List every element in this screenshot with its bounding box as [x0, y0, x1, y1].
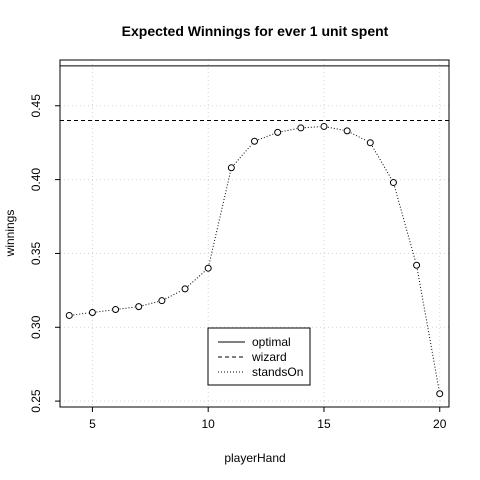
standsOn-segment	[281, 128, 297, 133]
y-tick-label: 0.45	[29, 94, 43, 118]
chart-title: Expected Winnings for ever 1 unit spent	[122, 23, 389, 39]
x-tick-label: 5	[89, 417, 96, 431]
standsOn-point	[112, 306, 120, 314]
y-tick-label: 0.40	[29, 168, 43, 192]
y-tick-label: 0.35	[29, 241, 43, 265]
y-tick-label: 0.30	[29, 315, 43, 339]
plot-frame	[59, 59, 450, 408]
legend-label-wizard: wizard	[251, 350, 287, 364]
standsOn-point	[320, 122, 328, 130]
standsOn-point	[88, 308, 96, 316]
x-tick-label: 15	[317, 417, 331, 431]
y-tick-label: 0.25	[29, 389, 43, 413]
standsOn-segment	[73, 312, 89, 316]
standsOn-segment	[142, 301, 159, 307]
standsOn-point	[389, 179, 397, 187]
standsOn-point	[227, 164, 235, 172]
legend-label-standsOn: standsOn	[252, 365, 303, 379]
legend-label-optimal: optimal	[252, 335, 291, 349]
x-tick-label: 20	[433, 417, 447, 431]
standsOn-segment	[371, 145, 392, 180]
standsOn-segment	[187, 270, 206, 287]
standsOn-point	[297, 124, 305, 132]
standsOn-segment	[350, 132, 367, 142]
standsOn-point	[274, 128, 282, 136]
standsOn-segment	[304, 126, 321, 129]
standsOn-segment	[327, 126, 344, 131]
standsOn-point	[366, 139, 374, 147]
standsOn-point	[251, 137, 258, 145]
standsOn-segment	[233, 143, 253, 166]
reference-lines	[60, 65, 449, 122]
x-tick-label: 10	[202, 417, 216, 431]
standsOn-point	[158, 297, 166, 305]
standsOn-segment	[165, 290, 182, 300]
standsOn-point	[65, 311, 73, 319]
series-standsOn	[65, 122, 444, 398]
standsOn-point	[343, 127, 351, 135]
standsOn-point	[413, 261, 421, 269]
standsOn-segment	[258, 133, 275, 141]
y-axis: 0.25 0.30 0.35 0.40 0.45	[29, 94, 60, 413]
standsOn-point	[436, 390, 444, 398]
standsOn-segment	[208, 171, 231, 265]
standsOn-segment	[416, 269, 440, 390]
standsOn-point	[135, 303, 143, 311]
grid	[60, 60, 449, 407]
standsOn-segment	[394, 186, 416, 262]
standsOn-point	[181, 285, 189, 293]
x-axis-label: playerHand	[224, 451, 285, 465]
x-axis: 5 10 15 20	[89, 407, 447, 431]
standsOn-segment	[119, 306, 135, 310]
standsOn-segment	[96, 309, 112, 313]
y-axis-label: winnings	[3, 210, 17, 258]
standsOn-point	[204, 264, 212, 272]
